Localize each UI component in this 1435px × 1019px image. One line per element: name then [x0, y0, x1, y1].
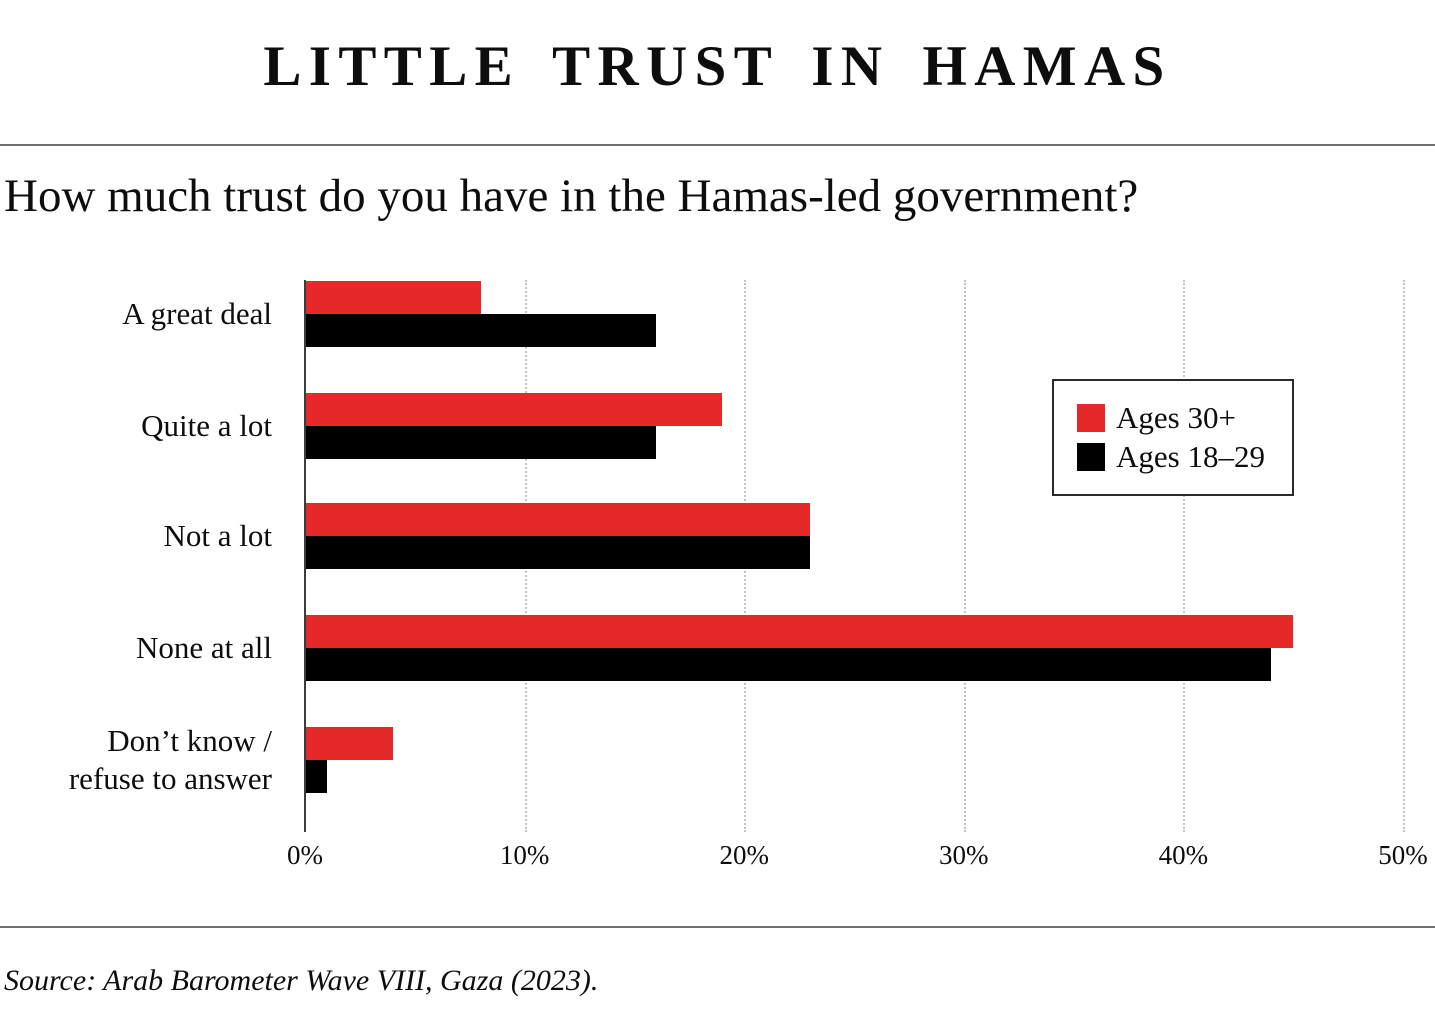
chart-question: How much trust do you have in the Hamas-…: [4, 170, 1139, 222]
legend-item-ages-30plus: Ages 30+: [1077, 399, 1292, 435]
category-labels: A great deal Quite a lot Not a lot None at …: [0, 280, 272, 832]
top-divider: [0, 144, 1435, 146]
category-label: None at all: [135, 630, 272, 666]
x-axis-tick-labels: 0% 10% 20% 30% 40% 50%: [287, 840, 1428, 880]
bar-series-0-category-4: [305, 727, 393, 760]
plot-area: [304, 280, 1405, 832]
bar-series-1-category-4: [305, 760, 327, 793]
source-note: Source: Arab Barometer Wave VIII, Gaza (…: [4, 964, 599, 997]
gridline-50: [1403, 280, 1405, 832]
legend-label-ages-18-29: Ages 18–29: [1116, 439, 1265, 474]
x-axis-label-0: 0%: [287, 840, 323, 870]
x-axis-label-30: 30%: [939, 840, 989, 870]
chart-title: LITTLE TRUST IN HAMAS: [263, 35, 1172, 98]
gridline-30: [963, 280, 966, 832]
legend-item-ages-18-29: Ages 18–29: [1077, 439, 1292, 474]
bar-series-1-category-0: [305, 314, 657, 347]
legend-swatch-ages-18-29: [1077, 443, 1105, 472]
legend-swatch-ages-30plus: [1077, 403, 1105, 432]
legend-label-ages-30plus: Ages 30+: [1116, 399, 1236, 435]
x-axis-label-20: 20%: [719, 840, 769, 870]
bottom-divider: [0, 926, 1435, 928]
gridline-40: [1183, 280, 1186, 832]
bar-series-0-category-2: [305, 503, 811, 536]
legend: Ages 30+ Ages 18–29: [1052, 379, 1294, 496]
category-label: A great deal: [122, 296, 272, 332]
bar-series-0-category-0: [305, 281, 481, 314]
x-axis-label-10: 10%: [499, 840, 550, 870]
bar-series-0-category-1: [305, 393, 723, 426]
x-axis-label-50: 50%: [1378, 840, 1428, 870]
category-label: Don’t know / refuse to answer: [68, 723, 272, 796]
bar-series-1-category-1: [305, 426, 657, 459]
x-axis-label-40: 40%: [1158, 840, 1209, 870]
bar-series-1-category-3: [305, 648, 1272, 681]
category-label: Not a lot: [163, 518, 273, 554]
y-axis-line: [304, 280, 306, 832]
bar-series-1-category-2: [305, 536, 811, 569]
category-label: Quite a lot: [141, 408, 272, 444]
bar-series-0-category-3: [305, 615, 1294, 648]
